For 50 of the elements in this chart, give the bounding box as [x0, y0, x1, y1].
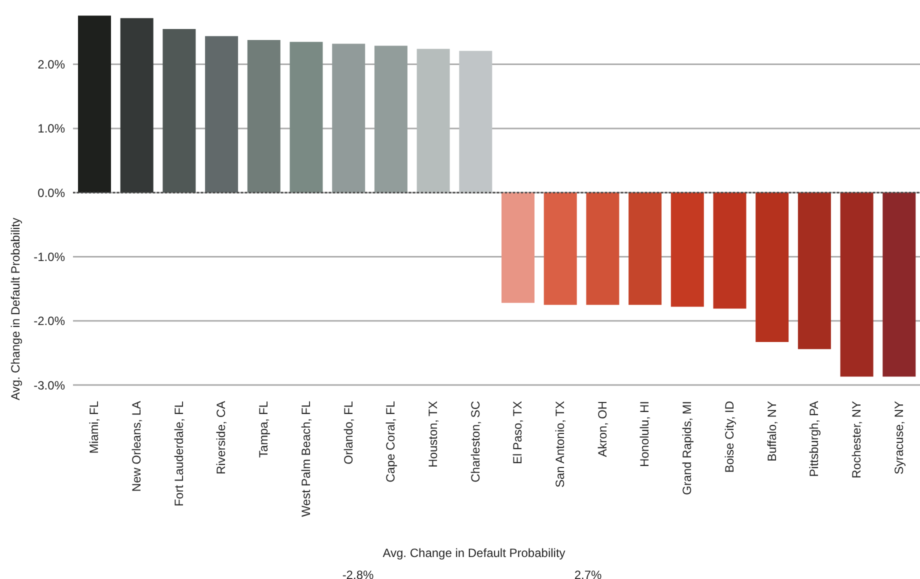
x-tick-label: El Paso, TX [510, 401, 525, 464]
x-tick-label: Akron, OH [595, 401, 610, 458]
bar [628, 192, 662, 305]
x-tick-label: San Antonio, TX [553, 401, 568, 488]
bar [205, 36, 238, 193]
x-tick-label: Houston, TX [426, 401, 440, 468]
x-tick-label: Rochester, NY [849, 401, 864, 478]
x-tick-label: Orlando, FL [341, 400, 356, 464]
x-tick-label: Fort Lauderdale, FL [172, 400, 186, 506]
bar [882, 192, 916, 377]
x-tick-label: Pittsburgh, PA [807, 401, 822, 477]
x-tick-label: Riverside, CA [214, 401, 228, 474]
x-tick-label: New Orleans, LA [130, 401, 144, 492]
bar [713, 192, 746, 309]
x-tick-label: West Palm Beach, FL [298, 400, 313, 517]
bar [840, 192, 874, 377]
y-tick-label: -2.0% [34, 314, 66, 328]
x-tick-label: Miami, FL [87, 400, 102, 454]
x-tick-label: Cape Coral, FL [384, 400, 398, 482]
bar [670, 192, 704, 307]
bar [544, 192, 577, 305]
x-tick-label: Tampa, FL [256, 400, 271, 458]
bar [459, 50, 492, 193]
bar [374, 46, 408, 193]
y-tick-label: -3.0% [34, 378, 66, 392]
bar [798, 192, 831, 350]
bar [586, 192, 620, 305]
bar [162, 29, 196, 193]
text: Avg. Change in Default Probability [382, 546, 566, 560]
bar [416, 48, 450, 193]
x-tick-label: Honolulu, HI [638, 401, 652, 468]
y-tick-label: 1.0% [38, 122, 66, 136]
y-axis-title: Avg. Change in Default Probability [8, 218, 22, 400]
bar [120, 18, 154, 193]
text: -2.8% [341, 568, 375, 579]
x-tick-label: Syracuse, NY [892, 401, 906, 474]
x-tick-label: Charleston, SC [468, 400, 482, 482]
y-tick-label: -1.0% [34, 250, 66, 264]
text: 2.7% [573, 568, 603, 579]
bar [247, 40, 280, 193]
y-tick-label: 2.0% [38, 58, 66, 72]
bar [332, 44, 366, 193]
x-tick-label: Boise City, ID [722, 400, 736, 473]
y-tick-label: 0.0% [38, 186, 66, 200]
bar [502, 192, 534, 303]
bar [78, 16, 111, 193]
bar [290, 42, 323, 193]
x-tick-label: Grand Rapids, MI [680, 401, 694, 496]
bar [756, 192, 789, 342]
x-tick-label: Buffalo, NY [764, 401, 779, 462]
